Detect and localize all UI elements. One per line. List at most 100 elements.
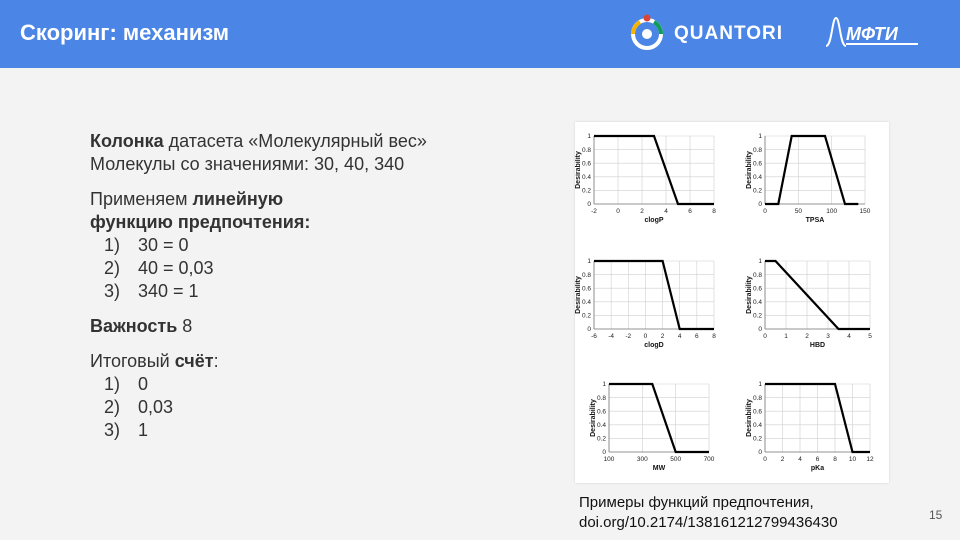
x-tick-label: 8 (712, 333, 716, 340)
list-item: 2) 0,03 (104, 397, 174, 417)
y-tick-label: 0 (602, 449, 606, 456)
x-tick-label: 2 (781, 456, 785, 463)
y-tick-label: 0.2 (582, 188, 591, 195)
x-axis-label: clogD (644, 342, 663, 349)
body-text: Колонка датасета «Молекулярный вес» Моле… (90, 130, 510, 442)
y-tick-label: 0.8 (753, 395, 762, 402)
x-tick-label: 2 (805, 333, 809, 340)
slide-header: Скоринг: механизм QUANTORI МФТИ (0, 0, 960, 68)
desirability-line (594, 134, 714, 206)
x-axis-label: pKa (811, 465, 824, 472)
y-tick-label: 0.4 (582, 299, 591, 306)
x-tick-label: 4 (798, 456, 802, 463)
y-tick-label: 0 (758, 326, 762, 333)
y-tick-label: 0.2 (582, 313, 591, 320)
y-axis-label: Desirability (575, 151, 582, 189)
y-tick-label: 0 (758, 449, 762, 456)
y-tick-label: 0 (587, 326, 591, 333)
x-tick-label: 0 (644, 333, 648, 340)
list-item: 3) 340 = 1 (104, 281, 199, 301)
x-tick-label: 4 (664, 208, 668, 215)
x-tick-label: 6 (688, 208, 692, 215)
x-tick-label: -2 (625, 333, 631, 340)
x-tick-label: 5 (868, 333, 872, 340)
y-tick-label: 0 (758, 201, 762, 208)
figure-caption: Примеры функций предпочтения, doi.org/10… (579, 493, 838, 533)
x-tick-label: 8 (712, 208, 716, 215)
x-tick-label: 0 (616, 208, 620, 215)
preference-list: 1) 30 = 0 2) 40 = 0,03 3) 340 = 1 (90, 234, 510, 303)
x-tick-label: 6 (695, 333, 699, 340)
y-tick-label: 0 (587, 201, 591, 208)
y-tick-label: 0.2 (753, 188, 762, 195)
y-tick-label: 1 (758, 133, 762, 140)
x-tick-label: 500 (670, 456, 681, 463)
y-tick-label: 0.4 (597, 422, 606, 429)
score-line: Итоговый счёт: (90, 351, 219, 371)
y-axis-label: Desirability (746, 276, 753, 314)
y-tick-label: 0.4 (753, 174, 762, 181)
y-axis-label: Desirability (575, 276, 582, 314)
x-tick-label: 2 (640, 208, 644, 215)
x-tick-label: 50 (795, 208, 803, 215)
y-tick-label: 0.8 (597, 395, 606, 402)
y-tick-label: 0.2 (753, 313, 762, 320)
x-tick-label: 4 (678, 333, 682, 340)
x-tick-label: 100 (826, 208, 837, 215)
desirability-line (765, 259, 870, 331)
column-line: Колонка датасета «Молекулярный вес» (90, 131, 427, 151)
desirability-line (765, 382, 870, 454)
y-tick-label: 0.4 (753, 299, 762, 306)
y-axis-label: Desirability (590, 399, 597, 437)
desirability-line (594, 259, 714, 331)
x-tick-label: -4 (608, 333, 614, 340)
y-tick-label: 0.8 (582, 272, 591, 279)
y-tick-label: 0.2 (753, 436, 762, 443)
desirability-charts-figure: 0 0.2 0.4 0.6 0.8 1 -2 0 2 4 6 8 clogP Desirability 0 0… (575, 122, 889, 483)
x-tick-label: 4 (847, 333, 851, 340)
x-tick-label: 700 (704, 456, 715, 463)
y-axis-label: Desirability (746, 151, 753, 189)
x-tick-label: 8 (833, 456, 837, 463)
x-axis-label: HBD (810, 342, 825, 349)
x-tick-label: 1 (784, 333, 788, 340)
mfti-logo-text: МФТИ (846, 24, 899, 44)
x-tick-label: 2 (661, 333, 665, 340)
list-item: 3) 1 (104, 420, 149, 440)
y-tick-label: 1 (758, 258, 762, 265)
slide-title: Скоринг: механизм (20, 20, 230, 45)
page-number: 15 (929, 508, 943, 522)
x-tick-label: 300 (637, 456, 648, 463)
x-axis-label: MW (653, 465, 666, 472)
list-item: 1) 30 = 0 (104, 235, 189, 255)
charts-svg: 00.20.40.60.81-2 0 2 4 6 8clogPDesirability00… (575, 133, 874, 472)
y-tick-label: 0.6 (753, 160, 762, 167)
apply-line-2: функцию предпочтения: (90, 212, 311, 232)
y-tick-label: 1 (587, 133, 591, 140)
y-tick-label: 0.6 (753, 285, 762, 292)
caption-line-2: doi.org/10.2174/138161212799436430 (579, 514, 838, 531)
apply-line: Применяем линейную (90, 189, 284, 209)
x-tick-label: 10 (849, 456, 857, 463)
y-tick-label: 0.6 (753, 408, 762, 415)
desirability-line (765, 134, 859, 206)
desirability-line (609, 382, 709, 454)
quantori-logo-icon (631, 14, 663, 50)
y-tick-label: 0.4 (582, 174, 591, 181)
y-tick-label: 0.8 (753, 272, 762, 279)
mfti-logo: МФТИ (825, 16, 918, 47)
x-tick-label: 0 (763, 208, 767, 215)
quantori-logo-text: QUANTORI (674, 23, 783, 44)
x-axis-label: TPSA (806, 217, 825, 224)
importance-line: Важность 8 (90, 316, 193, 336)
y-tick-label: 1 (758, 381, 762, 388)
score-list: 1) 0 2) 0,03 3) 1 (90, 373, 510, 442)
list-item: 2) 40 = 0,03 (104, 258, 214, 278)
y-tick-label: 0.8 (753, 147, 762, 154)
y-axis-label: Desirability (746, 399, 753, 437)
x-tick-label: 100 (604, 456, 615, 463)
y-tick-label: 0.6 (582, 285, 591, 292)
y-tick-label: 1 (602, 381, 606, 388)
y-tick-label: 0.2 (597, 436, 606, 443)
x-tick-label: 0 (763, 456, 767, 463)
